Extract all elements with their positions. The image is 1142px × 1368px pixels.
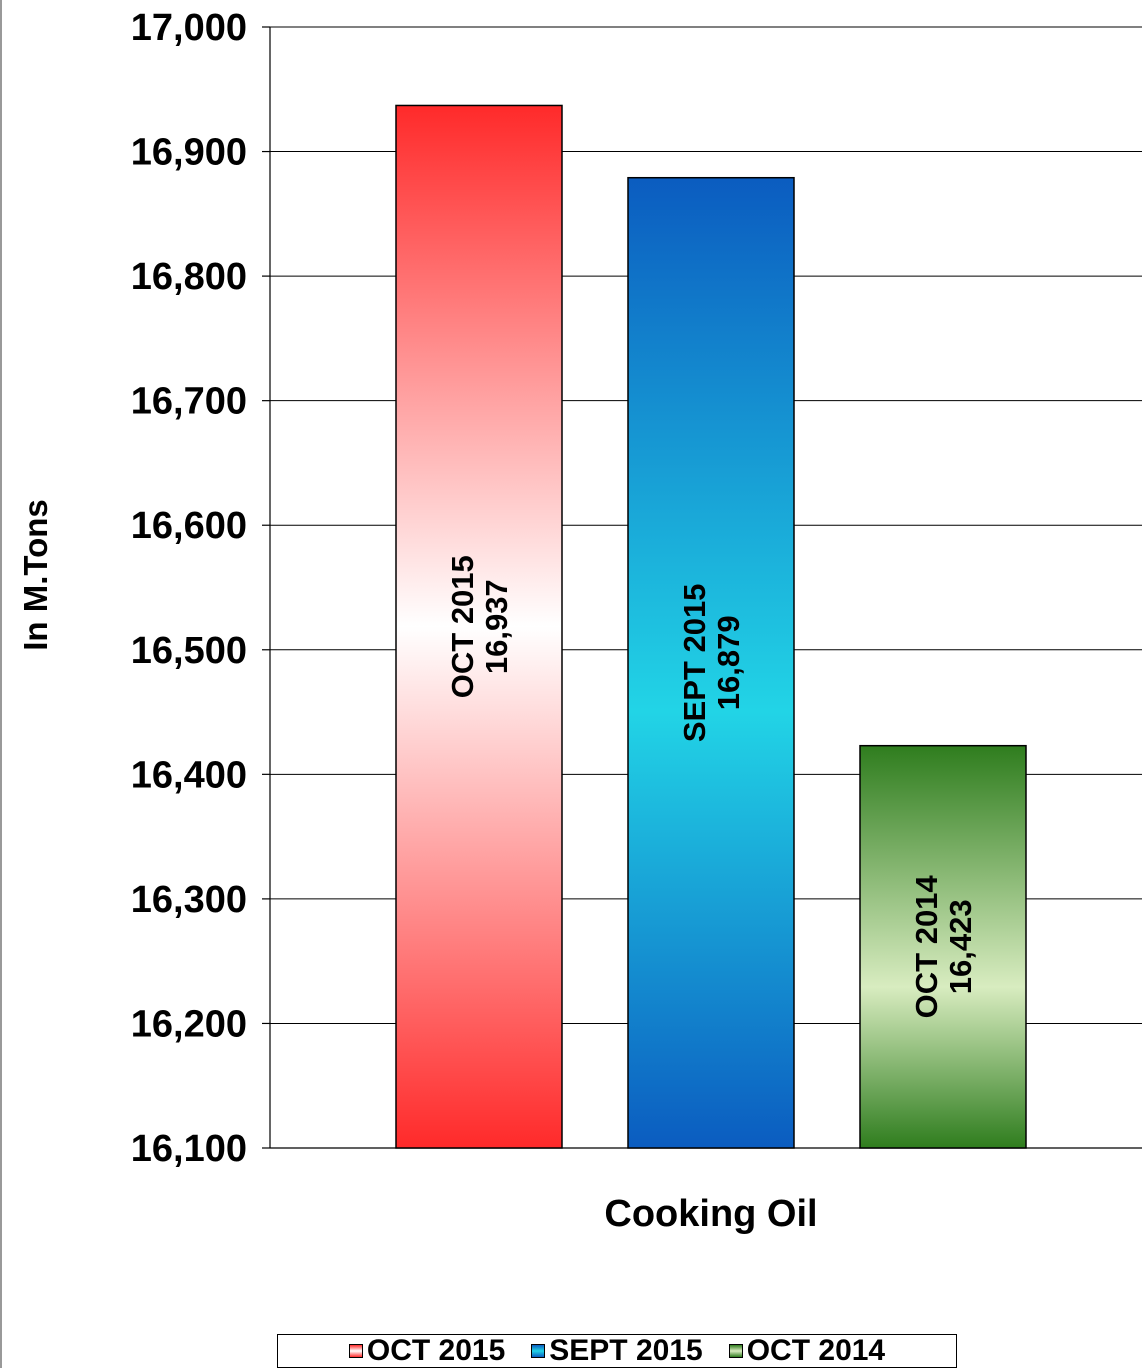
legend-item-sept-2015: SEPT 2015: [531, 1334, 703, 1368]
legend-label: SEPT 2015: [549, 1334, 703, 1367]
data-label-value: 16,879: [711, 615, 746, 710]
data-label-value: 16,937: [479, 579, 514, 674]
y-axis-label: In M.Tons: [17, 499, 54, 651]
x-axis-label: Cooking Oil: [604, 1193, 817, 1235]
legend-label: OCT 2014: [746, 1334, 886, 1367]
bar-data-label: OCT 2014 16,423: [909, 875, 978, 1019]
bar-oct-2015: [395, 104, 563, 1149]
y-tick-label: 16,700: [131, 381, 247, 423]
legend-swatch-icon: [728, 1344, 743, 1358]
legend-swatch-icon: [348, 1344, 363, 1358]
bar-data-label: OCT 2015 16,937: [445, 555, 514, 698]
bar-sept-2015: [627, 176, 795, 1149]
y-tick-label: 17,000: [131, 7, 247, 49]
legend-label: OCT 2015: [366, 1334, 506, 1367]
legend-item-oct-2014: OCT 2014: [728, 1334, 886, 1368]
data-label-period: OCT 2015: [445, 555, 480, 698]
y-tick-label: 16,100: [131, 1128, 247, 1170]
y-tick-label: 16,300: [131, 879, 247, 921]
y-axis-ticks: 16,100 16,200 16,300 16,400 16,500 16,600 16,7…: [131, 7, 270, 1170]
data-label-value: 16,423: [943, 899, 978, 994]
y-tick-label: 16,900: [131, 132, 247, 174]
data-label-period: OCT 2014: [909, 875, 944, 1019]
data-label-period: SEPT 2015: [677, 584, 712, 743]
legend: OCT 2015 SEPT 2015 OCT 2014: [277, 1334, 957, 1368]
bar-oct-2014: [859, 744, 1027, 1149]
legend-item-oct-2015: OCT 2015: [348, 1334, 506, 1368]
bar-data-label: SEPT 2015 16,879: [677, 584, 746, 743]
bars: [395, 104, 1027, 1149]
y-tick-label: 16,200: [131, 1003, 247, 1045]
y-tick-label: 16,400: [131, 754, 247, 796]
y-tick-label: 16,800: [131, 256, 247, 298]
y-tick-label: 16,600: [131, 505, 247, 547]
y-tick-label: 16,500: [131, 630, 247, 672]
legend-swatch-icon: [531, 1344, 546, 1358]
